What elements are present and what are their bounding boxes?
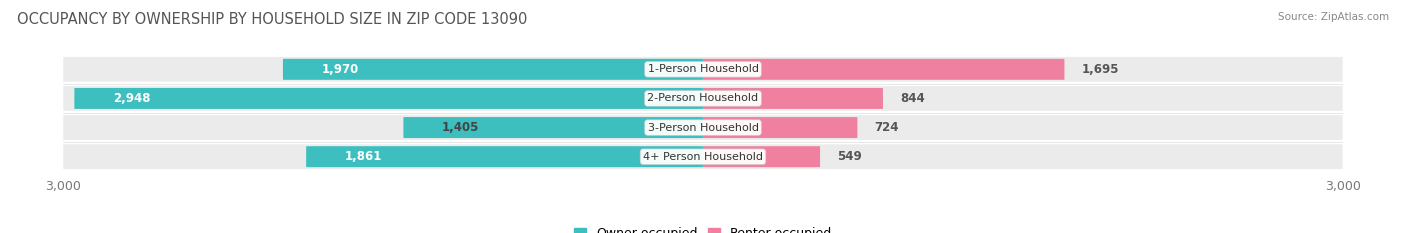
FancyBboxPatch shape <box>404 117 703 138</box>
FancyBboxPatch shape <box>63 144 1343 169</box>
Text: 1,405: 1,405 <box>441 121 479 134</box>
Text: Source: ZipAtlas.com: Source: ZipAtlas.com <box>1278 12 1389 22</box>
Text: 4+ Person Household: 4+ Person Household <box>643 152 763 162</box>
FancyBboxPatch shape <box>703 146 820 167</box>
Text: 1,861: 1,861 <box>344 150 382 163</box>
FancyBboxPatch shape <box>283 59 703 80</box>
FancyBboxPatch shape <box>63 86 1343 111</box>
FancyBboxPatch shape <box>703 117 858 138</box>
Text: 549: 549 <box>837 150 862 163</box>
Text: 724: 724 <box>875 121 898 134</box>
FancyBboxPatch shape <box>63 57 1343 82</box>
Text: 2-Person Household: 2-Person Household <box>647 93 759 103</box>
FancyBboxPatch shape <box>703 59 1064 80</box>
Text: 1,695: 1,695 <box>1081 63 1119 76</box>
Text: 844: 844 <box>900 92 925 105</box>
Text: 1,970: 1,970 <box>322 63 359 76</box>
Text: 2,948: 2,948 <box>112 92 150 105</box>
FancyBboxPatch shape <box>75 88 703 109</box>
Text: 1-Person Household: 1-Person Household <box>648 64 758 74</box>
Text: 3-Person Household: 3-Person Household <box>648 123 758 133</box>
Text: OCCUPANCY BY OWNERSHIP BY HOUSEHOLD SIZE IN ZIP CODE 13090: OCCUPANCY BY OWNERSHIP BY HOUSEHOLD SIZE… <box>17 12 527 27</box>
FancyBboxPatch shape <box>703 88 883 109</box>
FancyBboxPatch shape <box>307 146 703 167</box>
FancyBboxPatch shape <box>63 115 1343 140</box>
Legend: Owner-occupied, Renter-occupied: Owner-occupied, Renter-occupied <box>568 222 838 233</box>
